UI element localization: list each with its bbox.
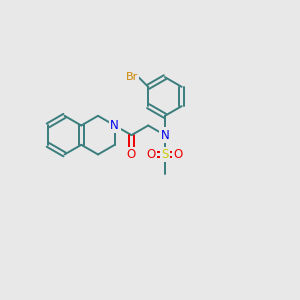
Text: O: O [147,148,156,161]
Text: N: N [110,119,119,132]
Text: N: N [160,129,169,142]
Text: O: O [174,148,183,161]
Text: Br: Br [126,72,138,82]
Text: S: S [161,148,169,161]
Text: O: O [127,148,136,161]
